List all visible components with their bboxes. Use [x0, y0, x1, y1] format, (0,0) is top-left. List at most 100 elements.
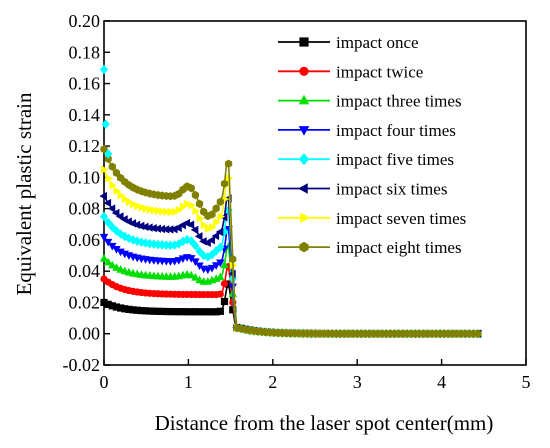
series-impact-eight-times [100, 145, 482, 338]
data-point [220, 280, 229, 288]
data-point [111, 208, 120, 218]
data-point [125, 197, 134, 207]
data-point [211, 231, 220, 241]
series-layer [99, 64, 483, 339]
data-point [211, 262, 221, 270]
legend-label: impact eight times [336, 238, 462, 257]
data-point [104, 154, 112, 164]
data-point [196, 214, 205, 223]
data-point [175, 205, 184, 215]
legend-swatch-marker [298, 94, 310, 105]
data-point [121, 194, 130, 204]
data-point [195, 246, 204, 257]
x-tick-label: 4 [437, 372, 446, 392]
data-point [225, 159, 233, 168]
data-point [99, 233, 109, 242]
data-point [155, 206, 163, 216]
legend-label: impact three times [336, 92, 462, 111]
data-point [207, 235, 215, 245]
x-tick-label: 1 [184, 372, 193, 392]
data-point [99, 211, 109, 222]
y-tick-label: 0.06 [69, 230, 101, 250]
outlier-point [104, 149, 113, 159]
data-point [138, 203, 147, 212]
x-tick-label: 5 [522, 372, 531, 392]
data-point [192, 206, 201, 216]
data-point [178, 255, 188, 264]
x-axis-title: Distance from the laser spot center(mm) [155, 411, 494, 435]
data-point [220, 179, 229, 188]
data-point [229, 255, 237, 264]
legend-label: impact twice [336, 62, 423, 81]
data-point [108, 162, 116, 171]
x-tick-label: 3 [353, 372, 362, 392]
legend-swatch-marker [300, 212, 310, 224]
data-point [474, 329, 482, 338]
data-point [174, 223, 182, 233]
data-point [194, 232, 203, 241]
legend-entry: impact twice [278, 62, 423, 81]
legend-entry: impact three times [278, 92, 462, 111]
legend-swatch-marker [298, 153, 310, 166]
legend: impact once impact twice impact three time… [278, 33, 466, 257]
data-point [159, 207, 167, 216]
y-tick-label: 0.10 [69, 167, 101, 187]
y-tick-label: 0.14 [69, 105, 101, 125]
y-tick-label: 0.08 [69, 199, 101, 219]
data-point [208, 210, 216, 219]
data-point [103, 257, 113, 266]
legend-swatch-marker [299, 66, 309, 76]
legend-label: impact five times [336, 150, 454, 169]
y-tick-label: 0.00 [69, 324, 101, 344]
data-point [171, 207, 180, 216]
data-point [104, 217, 113, 228]
legend-entry: impact four times [278, 121, 456, 140]
data-point [99, 254, 109, 262]
data-point [217, 212, 225, 221]
data-point [112, 168, 121, 178]
data-point [116, 265, 125, 273]
data-point [142, 204, 151, 213]
data-point [209, 223, 217, 232]
x-tick-label: 0 [100, 372, 109, 392]
legend-label: impact six times [336, 180, 447, 199]
data-point [105, 174, 113, 183]
legend-entry: impact six times [278, 180, 447, 199]
data-point [112, 263, 121, 271]
data-point [203, 238, 211, 247]
data-point [212, 204, 220, 213]
data-point [190, 225, 199, 235]
data-point [191, 258, 200, 267]
data-point [179, 202, 188, 211]
data-point [103, 238, 113, 247]
data-point [109, 181, 117, 190]
data-point [174, 257, 183, 265]
data-point [213, 218, 221, 227]
data-point [150, 206, 159, 215]
data-point [184, 199, 192, 209]
data-point [130, 199, 138, 209]
y-tick-label: 0.12 [69, 136, 101, 156]
data-point [216, 290, 224, 298]
legend-entry: impact seven times [278, 209, 466, 228]
y-tick-label: -0.02 [63, 355, 101, 375]
outlier-points [99, 64, 113, 159]
legend-entry: impact five times [278, 150, 454, 169]
data-point [187, 270, 196, 279]
data-point [117, 191, 126, 200]
data-point [146, 205, 155, 214]
data-point [207, 264, 217, 273]
data-point [103, 198, 112, 208]
data-point [100, 145, 108, 154]
legend-swatch-marker [298, 183, 308, 194]
legend-entry: impact eight times [278, 238, 462, 257]
data-point [187, 184, 195, 193]
legend-swatch-marker [298, 126, 310, 136]
data-point [215, 227, 224, 237]
data-point [203, 266, 213, 275]
legend-label: impact seven times [336, 209, 466, 228]
legend-swatch-marker [299, 241, 309, 253]
data-point [188, 201, 196, 210]
data-point [113, 186, 122, 196]
data-point [191, 240, 200, 251]
